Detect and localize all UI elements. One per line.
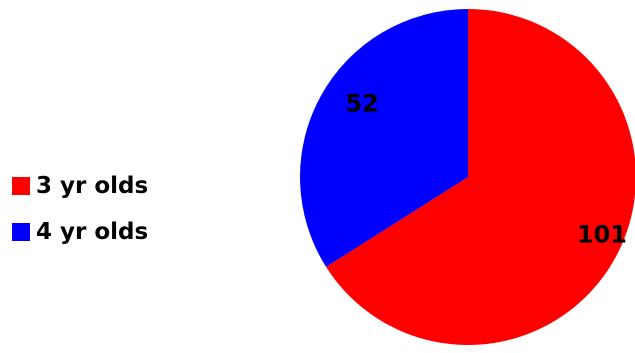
legend-label-3-yr-olds: 3 yr olds xyxy=(36,173,149,199)
pie-slice-4-yr-olds xyxy=(299,9,468,267)
legend-item-3-yr-olds: 3 yr olds xyxy=(12,163,148,209)
legend-label-4-yr-olds: 4 yr olds xyxy=(36,219,149,245)
data-label-3-yr-olds: 101 xyxy=(577,220,627,248)
pie-slice-3-yr-olds xyxy=(326,9,635,345)
legend-item-4-yr-olds: 4 yr olds xyxy=(12,209,148,255)
chart-legend: 3 yr olds 4 yr olds xyxy=(12,163,148,255)
legend-swatch-3-yr-olds xyxy=(12,177,30,195)
legend-swatch-4-yr-olds xyxy=(12,223,30,241)
data-label-4-yr-olds: 52 xyxy=(345,90,378,118)
